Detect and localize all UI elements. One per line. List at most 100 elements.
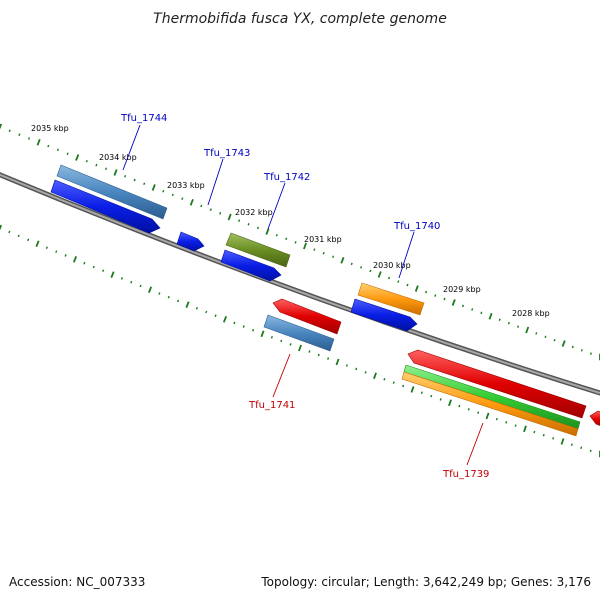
major-tick <box>147 286 153 294</box>
minor-tick <box>517 325 520 328</box>
forward-features <box>50 164 425 332</box>
gene-arrow[interactable] <box>220 249 282 282</box>
major-tick <box>414 285 419 292</box>
minor-tick <box>355 367 358 371</box>
major-tick <box>151 184 156 191</box>
major-tick <box>0 123 3 130</box>
gene-arrow[interactable] <box>589 410 600 427</box>
tick-track-inner <box>0 224 600 458</box>
minor-tick <box>364 371 367 374</box>
major-tick <box>265 228 270 235</box>
minor-tick <box>27 137 31 140</box>
major-tick <box>185 301 190 308</box>
minor-tick <box>507 321 510 325</box>
tick-label: 2035 kbp <box>31 124 69 133</box>
tick-label: 2033 kbp <box>167 181 205 190</box>
minor-tick <box>350 262 353 266</box>
gene-arrow[interactable] <box>50 179 161 234</box>
minor-tick <box>495 417 498 421</box>
major-tick <box>335 358 340 366</box>
minor-tick <box>589 449 592 453</box>
minor-tick <box>27 238 30 242</box>
gene-arrow[interactable] <box>225 232 291 268</box>
minor-tick <box>383 377 386 381</box>
gene-label[interactable]: Tfu_1739 <box>442 469 489 480</box>
minor-tick <box>275 233 278 237</box>
minor-tick <box>439 398 442 401</box>
gene-label[interactable]: Tfu_1743 <box>203 148 250 159</box>
gene-arrow[interactable] <box>263 314 335 352</box>
minor-tick <box>471 308 474 311</box>
minor-tick <box>158 292 161 295</box>
minor-tick <box>233 321 236 325</box>
minor-tick <box>392 381 395 384</box>
minor-tick <box>270 336 273 339</box>
gene-arrow[interactable] <box>407 349 587 419</box>
major-tick <box>410 386 415 393</box>
major-tick <box>373 372 377 380</box>
minor-tick <box>214 314 217 317</box>
major-tick <box>35 240 40 248</box>
major-tick <box>303 242 307 250</box>
major-tick <box>298 344 302 352</box>
minor-tick <box>480 311 483 315</box>
gene-labels: Tfu_1744 Tfu_1743 Tfu_1742 Tfu_1740 Tfu_… <box>120 113 489 480</box>
minor-tick <box>171 193 174 197</box>
gene-arrow[interactable] <box>401 371 579 437</box>
minor-tick <box>397 280 400 283</box>
major-tick <box>340 256 345 264</box>
minor-tick <box>205 310 208 314</box>
major-tick <box>36 138 41 146</box>
tick-track-outer <box>0 123 600 361</box>
major-tick <box>561 340 566 347</box>
tick-label: 2034 kbp <box>99 153 137 162</box>
minor-tick <box>402 384 405 388</box>
minor-tick <box>308 350 311 353</box>
minor-tick <box>247 223 250 226</box>
minor-tick <box>133 178 136 182</box>
minor-tick <box>420 391 423 395</box>
gene-label[interactable]: Tfu_1744 <box>120 113 167 124</box>
major-tick <box>488 312 493 320</box>
major-tick <box>485 412 490 420</box>
minor-tick <box>360 266 363 269</box>
gene-arrow[interactable] <box>56 164 168 220</box>
minor-tick <box>95 163 98 167</box>
tick-label: 2030 kbp <box>373 261 411 270</box>
tick-label: 2032 kbp <box>235 208 273 217</box>
minor-tick <box>430 394 433 398</box>
minor-tick <box>514 424 517 427</box>
minor-tick <box>294 241 297 244</box>
minor-tick <box>570 443 573 446</box>
major-tick <box>0 224 3 231</box>
gene-label[interactable]: Tfu_1740 <box>393 221 440 232</box>
minor-tick <box>535 332 538 335</box>
minor-tick <box>85 160 88 163</box>
minor-tick <box>124 175 127 178</box>
reverse-features <box>263 298 600 437</box>
gene-label[interactable]: Tfu_1742 <box>263 172 310 183</box>
tick-label: 2028 kbp <box>512 309 550 318</box>
minor-tick <box>345 364 348 367</box>
minor-tick <box>209 208 212 211</box>
gene-arrow[interactable] <box>357 282 425 316</box>
gene-arrow[interactable] <box>176 231 205 252</box>
gene-label[interactable]: Tfu_1741 <box>248 400 295 411</box>
minor-tick <box>589 352 592 355</box>
gene-arrow[interactable] <box>272 298 342 335</box>
major-tick <box>448 399 452 407</box>
minor-tick <box>327 357 330 360</box>
accession-text: Accession: NC_007333 <box>9 575 145 589</box>
major-tick <box>113 169 118 176</box>
tick-labels: 2035 kbp 2034 kbp 2033 kbp 2032 kbp 2031… <box>31 124 550 318</box>
minor-tick <box>571 345 574 349</box>
minor-tick <box>238 219 241 222</box>
gene-arrow[interactable] <box>350 298 418 332</box>
minor-tick <box>322 251 325 255</box>
minor-tick <box>92 265 95 269</box>
minor-tick <box>181 197 184 200</box>
major-tick <box>260 330 265 338</box>
tick-label: 2029 kbp <box>443 285 481 294</box>
major-tick <box>525 326 530 334</box>
